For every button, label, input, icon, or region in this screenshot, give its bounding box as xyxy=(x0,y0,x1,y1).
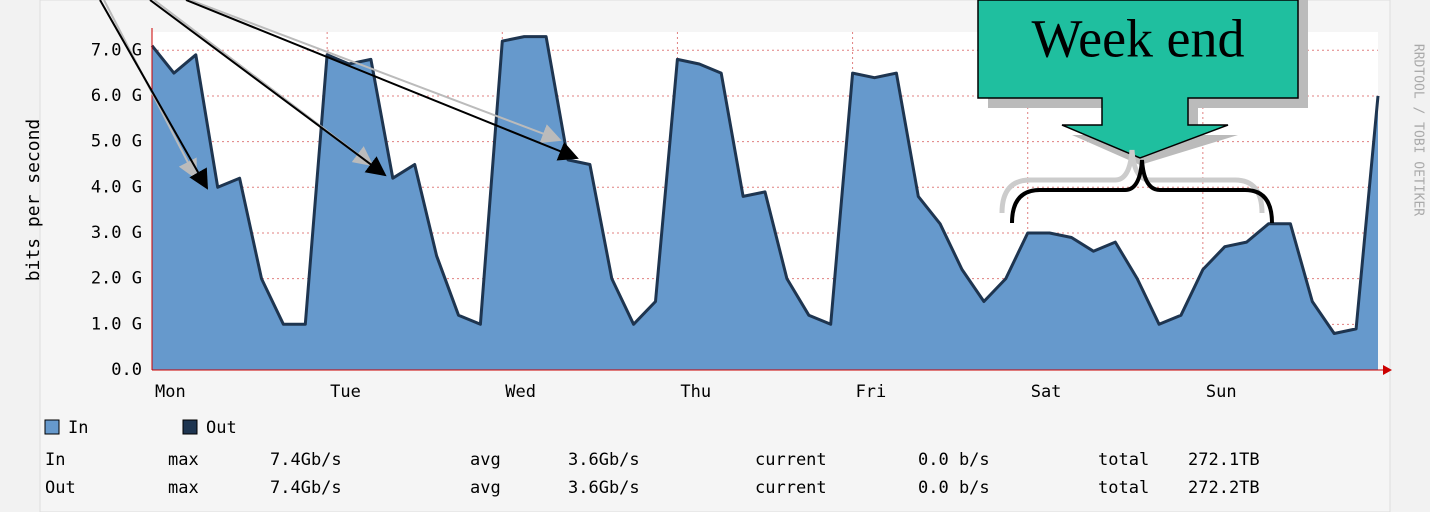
y-tick-label: 2.0 G xyxy=(91,269,142,289)
x-tick-label: Wed xyxy=(505,382,536,402)
stat-cell: 7.4Gb/s xyxy=(270,450,342,470)
y-tick-label: 7.0 G xyxy=(91,40,142,60)
stat-cell: total xyxy=(1098,478,1149,498)
area-in xyxy=(152,36,1378,370)
stat-cell: 272.1TB xyxy=(1188,450,1260,470)
y-tick-label: 5.0 G xyxy=(91,132,142,152)
y-tick-label: 1.0 G xyxy=(91,314,142,334)
stat-cell: max xyxy=(168,450,199,470)
x-tick-label: Fri xyxy=(856,382,887,402)
brace xyxy=(1010,159,1274,224)
annotations: Week end xyxy=(99,0,1392,375)
stat-cell: avg xyxy=(470,450,501,470)
stat-cell: avg xyxy=(470,478,501,498)
brace-shadow xyxy=(999,149,1265,214)
x-axis-arrow xyxy=(1383,365,1392,375)
arrows xyxy=(99,0,579,190)
stat-cell: current xyxy=(755,478,827,498)
x-tick-label: Tue xyxy=(330,382,361,402)
stat-cell: total xyxy=(1098,450,1149,470)
callout xyxy=(977,0,1299,159)
x-tick-label: Mon xyxy=(155,382,186,402)
y-axis-label: bits per second xyxy=(23,119,44,282)
stat-cell: max xyxy=(168,478,199,498)
stat-cell: 0.0 b/s xyxy=(918,450,990,470)
stat-cell: 0.0 b/s xyxy=(918,478,990,498)
callout-text: Week end xyxy=(1031,8,1244,68)
y-tick-label: 0.0 xyxy=(111,360,142,380)
stat-cell: 272.2TB xyxy=(1188,478,1260,498)
stat-cell: 3.6Gb/s xyxy=(568,478,640,498)
legend-label: In xyxy=(68,418,88,438)
legend-swatch xyxy=(44,419,60,435)
watermark: RRDTOOL / TOBI OETIKER xyxy=(1411,44,1426,216)
stat-cell: current xyxy=(755,450,827,470)
stat-cell: In xyxy=(45,450,65,470)
stat-cell: Out xyxy=(45,478,76,498)
y-tick-label: 4.0 G xyxy=(91,177,142,197)
y-tick-label: 6.0 G xyxy=(91,86,142,106)
y-tick-label: 3.0 G xyxy=(91,223,142,243)
legend-label: Out xyxy=(206,418,237,438)
x-tick-label: Thu xyxy=(680,382,711,402)
stat-cell: 7.4Gb/s xyxy=(270,478,342,498)
x-tick-label: Sat xyxy=(1031,382,1062,402)
x-tick-label: Sun xyxy=(1206,382,1237,402)
legend-swatch xyxy=(182,419,198,435)
stat-cell: 3.6Gb/s xyxy=(568,450,640,470)
